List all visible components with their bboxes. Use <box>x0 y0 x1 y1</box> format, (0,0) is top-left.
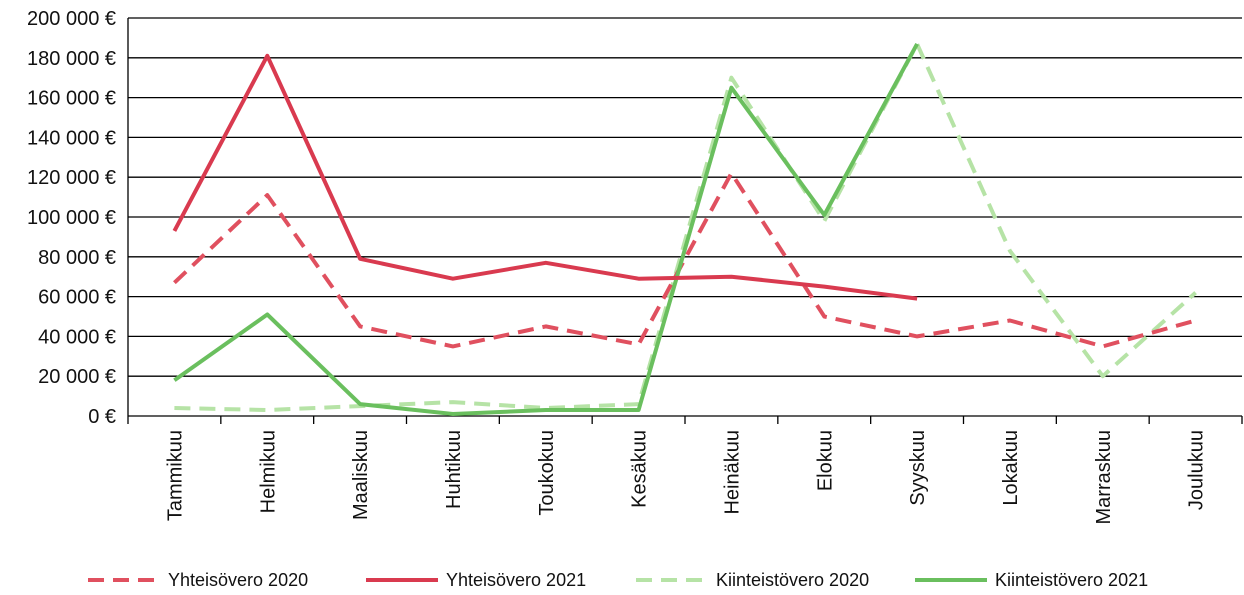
x-tick-label: Toukokuu <box>536 430 558 516</box>
y-axis-ticks: 0 € 20 000 € 40 000 € 60 000 € 80 000 € 100 0… <box>27 8 116 428</box>
series-line <box>172 53 918 301</box>
x-tick-label: Tammikuu <box>164 430 186 521</box>
x-tick-label: Marraskuu <box>1093 430 1115 524</box>
legend-label: Yhteisövero 2020 <box>168 570 308 590</box>
y-tick-label: 160 000 € <box>27 88 116 110</box>
x-tick-label: Lokakuu <box>1000 430 1022 506</box>
legend: Yhteisövero 2020 Yhteisövero 2021 Kiinteis… <box>88 570 1148 590</box>
y-tick-label: 200 000 € <box>27 8 116 30</box>
y-tick-label: 100 000 € <box>27 207 116 229</box>
y-tick-label: 140 000 € <box>27 127 116 149</box>
x-tick-label: Heinäkuu <box>721 430 743 515</box>
series-line <box>173 42 919 416</box>
x-tick-label: Joulukuu <box>1186 430 1208 510</box>
x-tick-label: Elokuu <box>814 430 836 491</box>
y-tick-label: 0 € <box>88 406 116 428</box>
x-tick-label: Maaliskuu <box>350 430 372 520</box>
x-tick-label: Helmikuu <box>257 430 279 513</box>
y-tick-label: 60 000 € <box>38 287 116 309</box>
y-tick-label: 180 000 € <box>27 48 116 70</box>
series-line <box>173 171 1197 349</box>
x-tick-label: Syyskuu <box>907 430 929 506</box>
series-lines <box>172 41 1197 416</box>
y-tick-label: 40 000 € <box>38 326 116 348</box>
y-tick-label: 80 000 € <box>38 247 116 269</box>
legend-label: Yhteisövero 2021 <box>446 570 586 590</box>
legend-label: Kiinteistövero 2021 <box>995 570 1148 590</box>
x-tick-label: Kesäkuu <box>629 430 651 508</box>
x-tick-label: Huhtikuu <box>443 430 465 509</box>
x-axis-ticks: Tammikuu Helmikuu Maaliskuu Huhtikuu Toukoku… <box>127 416 1243 524</box>
series-line <box>174 41 1197 412</box>
legend-label: Kiinteistövero 2020 <box>716 570 869 590</box>
grid <box>127 17 1242 417</box>
y-tick-label: 120 000 € <box>27 167 116 189</box>
y-tick-label: 20 000 € <box>38 366 116 388</box>
